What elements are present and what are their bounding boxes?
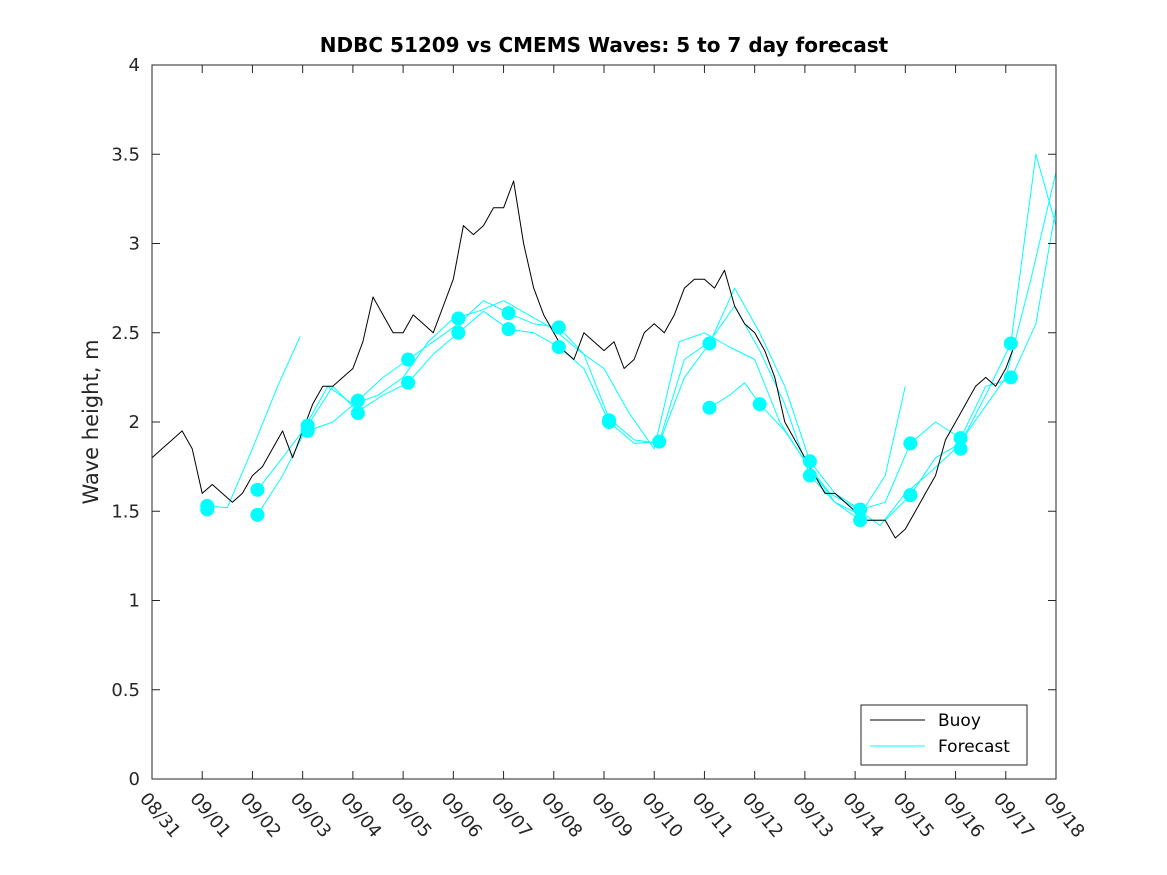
x-tick-label: 09/06 xyxy=(437,789,486,842)
forecast-series-line-5 xyxy=(709,382,906,516)
forecast-marker xyxy=(350,393,365,408)
buoy-series-layer xyxy=(151,180,1017,539)
x-tick-label: 09/02 xyxy=(236,789,285,842)
legend-forecast-label: Forecast xyxy=(938,737,1010,757)
forecast-marker xyxy=(451,325,466,340)
y-tick-label: 0 xyxy=(129,769,140,790)
legend: Buoy Forecast xyxy=(860,704,1028,766)
x-tick-label: 09/01 xyxy=(185,789,234,842)
legend-box xyxy=(860,704,1028,766)
forecast-series-line-2 xyxy=(257,171,1057,526)
x-tick-label: 09/08 xyxy=(537,789,586,842)
forecast-series-line-4 xyxy=(307,207,1057,510)
y-tick-label: 2 xyxy=(129,412,140,433)
forecast-marker xyxy=(1003,370,1018,385)
x-tick-label: 09/09 xyxy=(587,789,636,842)
forecast-marker xyxy=(602,413,617,428)
forecast-marker xyxy=(551,340,566,355)
x-tick-label: 09/17 xyxy=(989,789,1038,842)
y-tick-label: 1.5 xyxy=(111,501,140,522)
forecast-marker xyxy=(1003,336,1018,351)
x-tick-label: 09/05 xyxy=(386,789,435,842)
forecast-marker xyxy=(250,482,265,497)
chart-title: NDBC 51209 vs CMEMS Waves: 5 to 7 day fo… xyxy=(320,33,889,57)
forecast-marker xyxy=(802,454,817,469)
x-tick-label: 09/18 xyxy=(1039,789,1088,842)
forecast-marker xyxy=(802,468,817,483)
forecast-marker xyxy=(300,418,315,433)
forecast-marker xyxy=(702,336,717,351)
x-tick-label: 09/14 xyxy=(838,789,887,842)
forecast-marker xyxy=(752,397,767,412)
forecast-marker xyxy=(853,502,868,517)
forecast-marker xyxy=(501,306,516,321)
buoy-series-line xyxy=(151,180,1017,539)
y-tick-label: 3 xyxy=(129,234,140,255)
forecast-marker xyxy=(953,441,968,456)
forecast-marker xyxy=(401,352,416,367)
y-tick-label: 4 xyxy=(129,55,140,76)
forecast-marker xyxy=(451,311,466,326)
forecast-series-line-1 xyxy=(207,336,301,509)
forecast-marker xyxy=(401,375,416,390)
forecast-markers-layer xyxy=(200,306,1018,528)
y-tick-label: 1 xyxy=(129,591,140,612)
forecast-marker xyxy=(501,322,516,337)
x-tick-label: 09/07 xyxy=(487,789,536,842)
forecast-marker xyxy=(551,320,566,335)
forecast-marker xyxy=(903,436,918,451)
forecast-marker xyxy=(250,507,265,522)
forecast-marker xyxy=(953,431,968,446)
x-tick-label: 09/04 xyxy=(336,789,385,842)
forecast-marker xyxy=(350,406,365,421)
x-tick-label: 08/31 xyxy=(135,789,184,842)
y-tick-label: 2.5 xyxy=(111,323,140,344)
forecast-marker xyxy=(853,513,868,528)
y-tick-label: 0.5 xyxy=(111,680,140,701)
x-tick-label: 09/03 xyxy=(286,789,335,842)
legend-buoy-label: Buoy xyxy=(938,711,981,731)
x-tick-label: 09/15 xyxy=(889,789,938,842)
y-axis-label: Wave height, m xyxy=(79,339,103,504)
forecast-marker xyxy=(903,488,918,503)
x-tick-label: 09/10 xyxy=(637,789,686,842)
y-tick-label: 3.5 xyxy=(111,144,140,165)
y-axis: 0 0.5 1 1.5 2 2.5 3 3.5 4 xyxy=(111,55,1056,790)
forecast-marker xyxy=(702,400,717,415)
x-tick-label: 09/16 xyxy=(939,789,988,842)
forecast-marker xyxy=(652,434,667,449)
forecast-marker xyxy=(200,498,215,513)
x-tick-label: 09/13 xyxy=(788,789,837,842)
x-tick-label: 09/12 xyxy=(738,789,787,842)
x-tick-label: 09/11 xyxy=(688,789,737,842)
